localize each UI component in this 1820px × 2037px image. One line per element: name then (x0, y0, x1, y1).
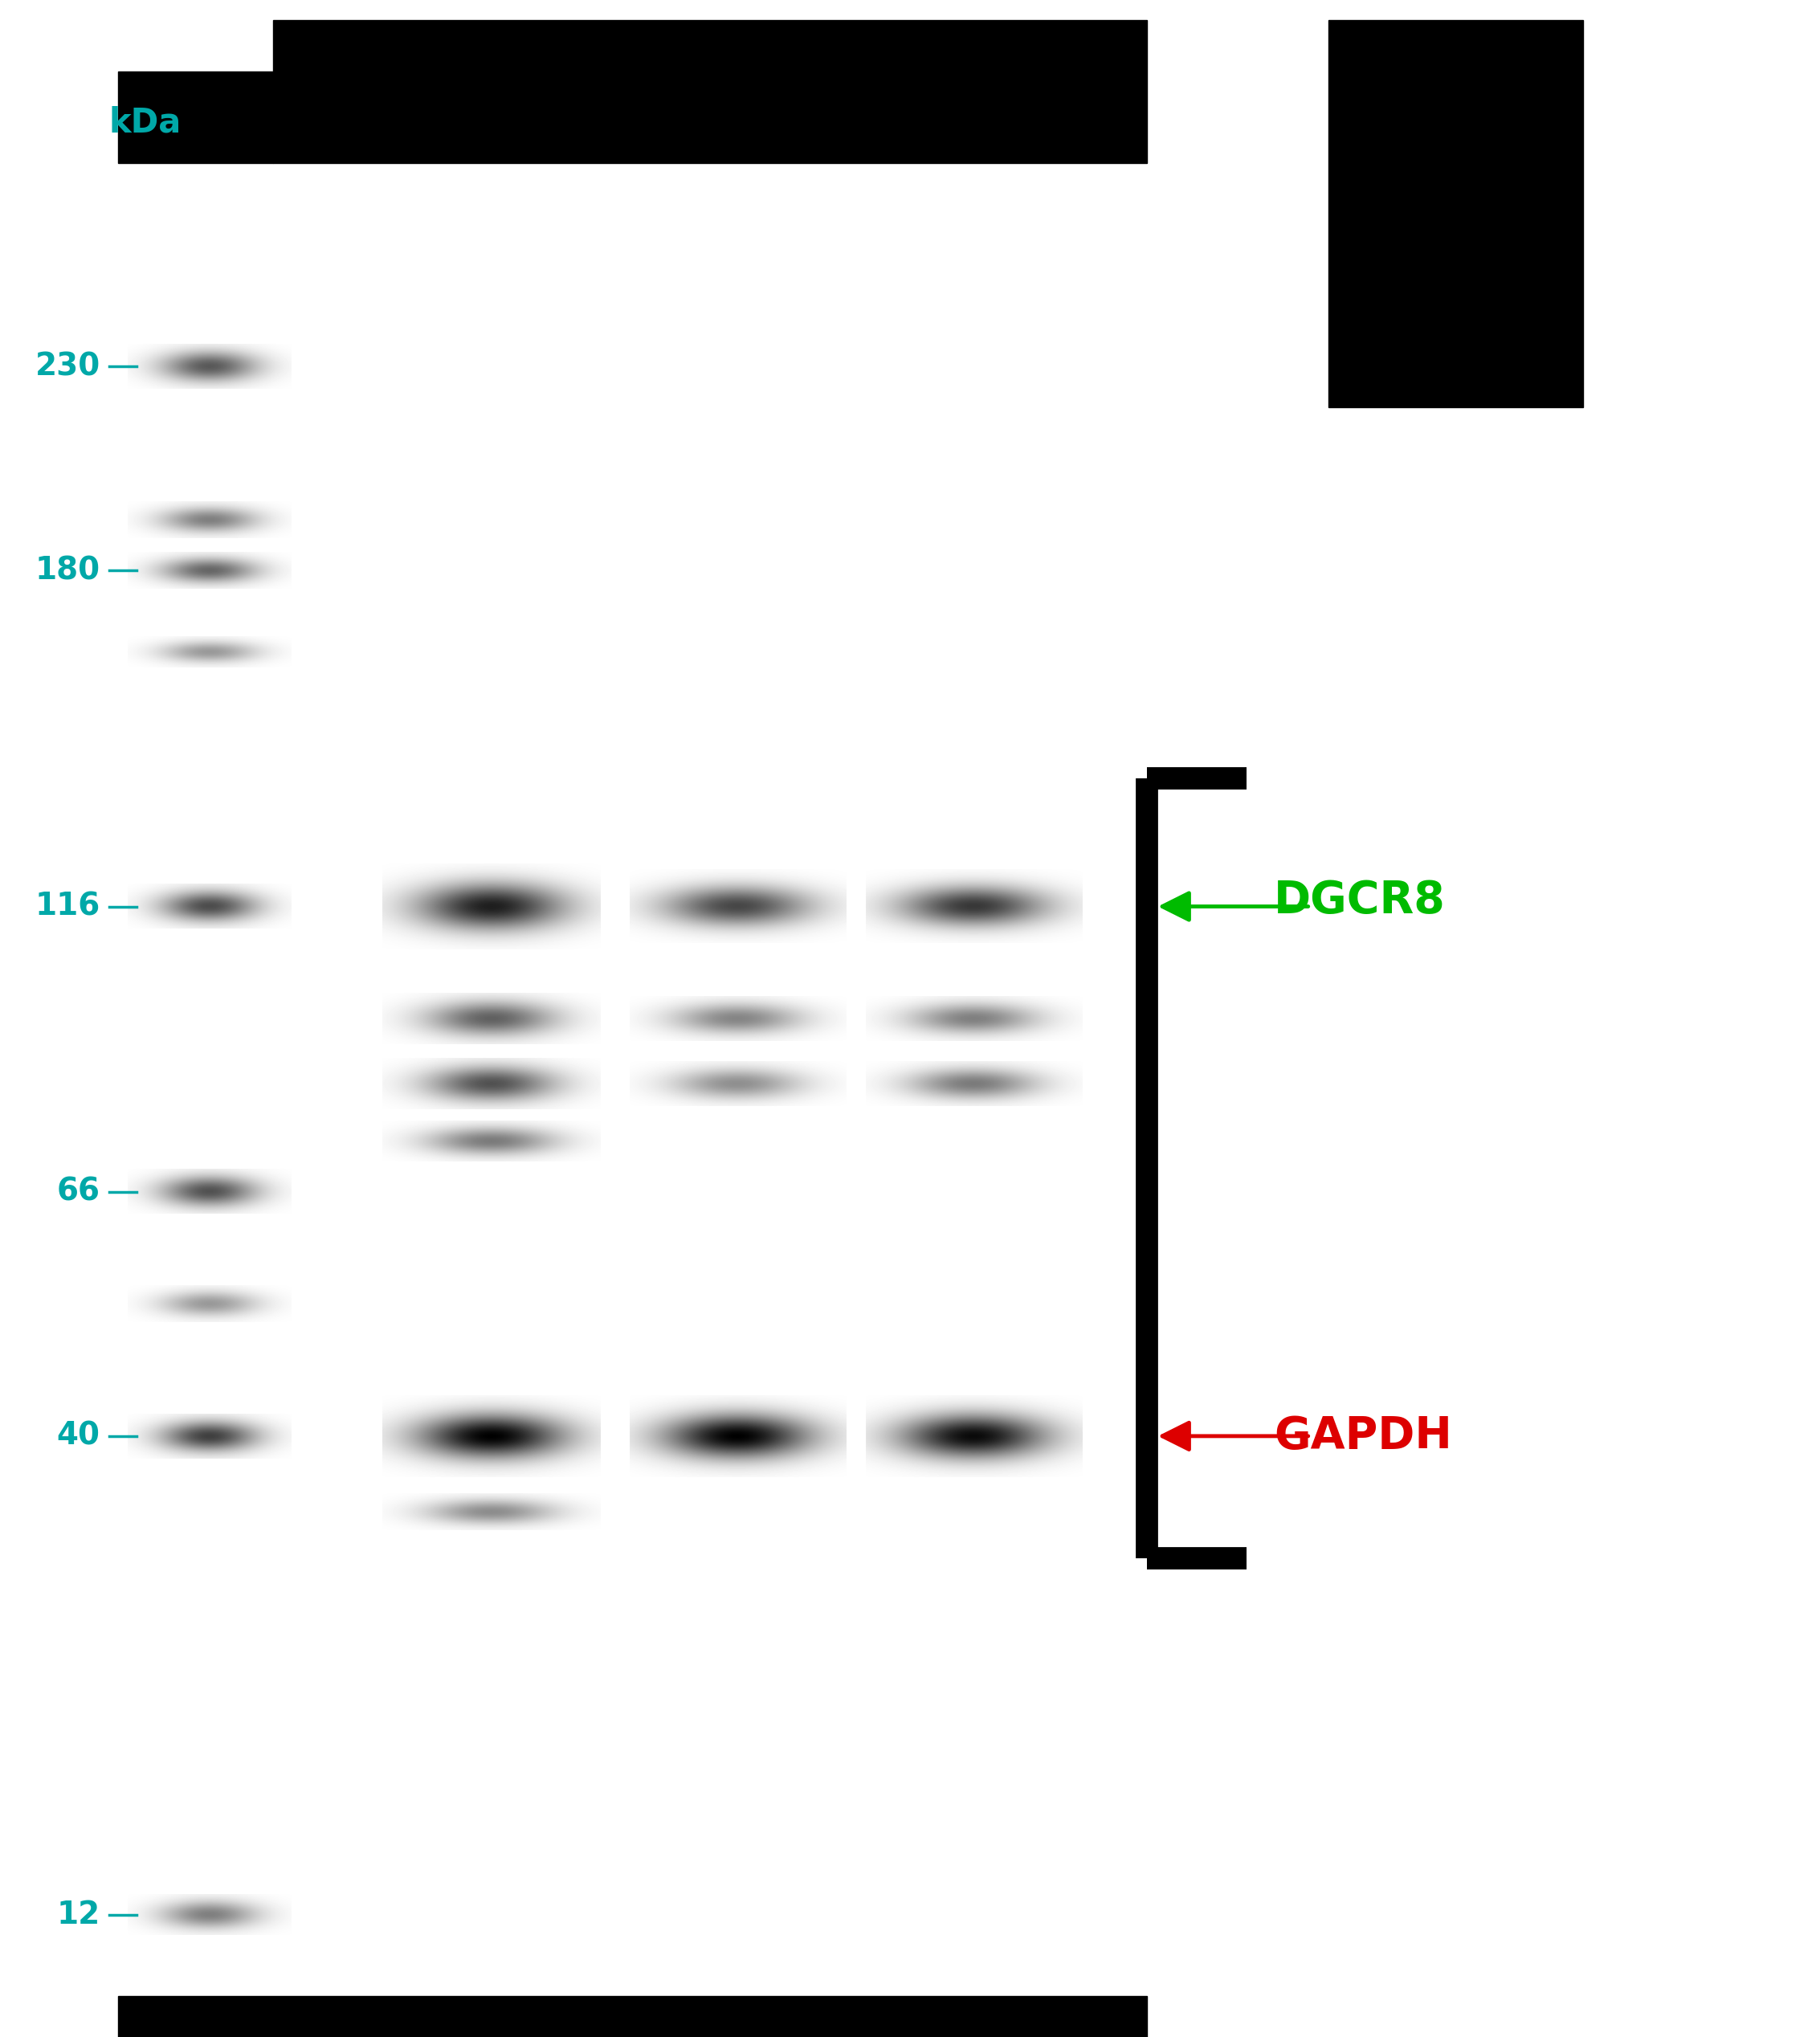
Bar (1329, 20, 1583, 407)
Text: 66: 66 (56, 1177, 100, 1206)
Bar (118, 163, 1147, 1996)
Bar (273, 20, 1147, 163)
Bar (118, 1996, 1147, 2037)
Text: 180: 180 (35, 556, 100, 585)
Text: 230: 230 (35, 352, 100, 381)
Bar (118, 71, 273, 163)
Text: 40: 40 (56, 1422, 100, 1450)
Text: 116: 116 (35, 892, 100, 921)
Text: 12: 12 (56, 1901, 100, 1929)
Text: DGCR8: DGCR8 (1274, 878, 1445, 923)
Text: GAPDH: GAPDH (1274, 1414, 1452, 1458)
Text: kDa: kDa (109, 106, 182, 139)
